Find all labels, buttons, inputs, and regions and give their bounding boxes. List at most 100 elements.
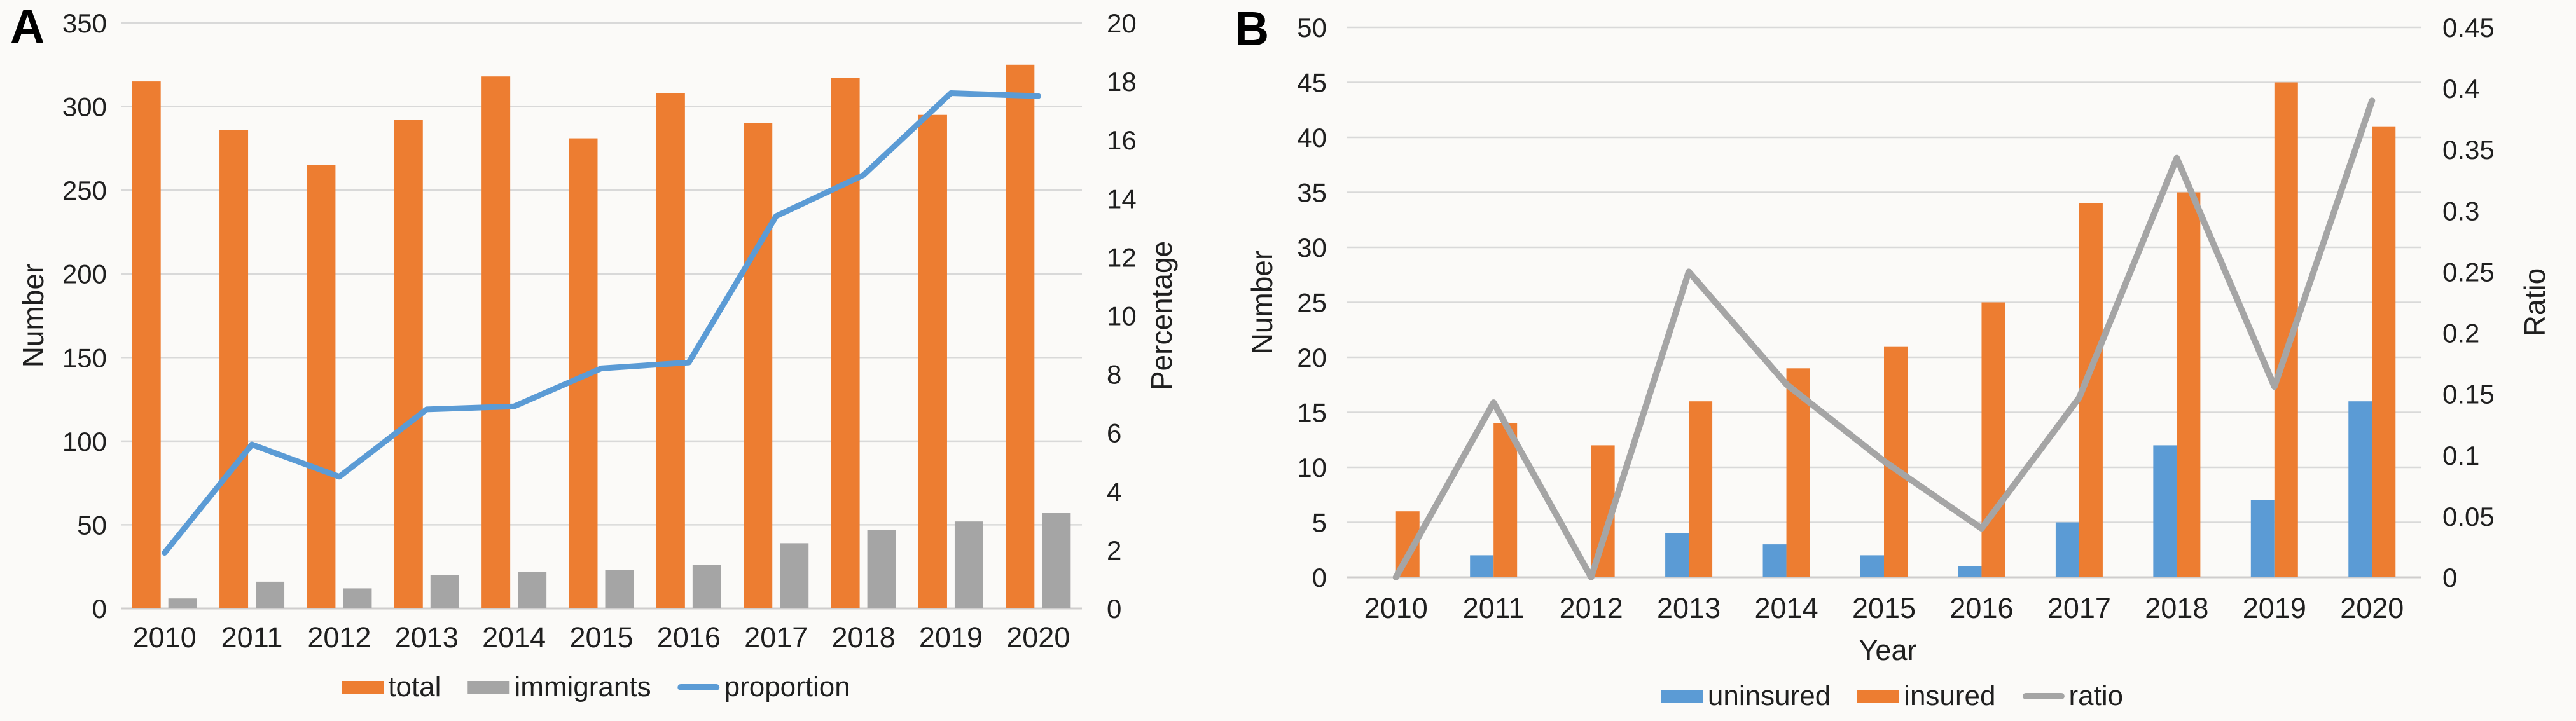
legend-label-immigrants: immigrants bbox=[514, 671, 651, 703]
legend-label-insured: insured bbox=[1904, 680, 1996, 711]
y2-axis-tick-label: 0.2 bbox=[2442, 319, 2479, 348]
x-axis-tick-label: 2015 bbox=[569, 621, 633, 654]
bar-total-2011 bbox=[219, 130, 249, 608]
bar-immigrants-2013 bbox=[430, 575, 459, 608]
bar-uninsured-2015 bbox=[1860, 555, 1884, 577]
bar-uninsured-2020 bbox=[2348, 401, 2372, 577]
bar-total-2013 bbox=[394, 120, 423, 608]
y2-axis-tick-label: 0.1 bbox=[2442, 441, 2479, 470]
x-axis-tick-label: 2016 bbox=[1949, 592, 2013, 624]
y-axis-tick-label: 10 bbox=[1297, 453, 1327, 483]
y-axis-tick-label: 0 bbox=[1312, 563, 1327, 593]
panel-b-label: B bbox=[1235, 2, 1270, 55]
panel-b-legend: uninsured insured ratio bbox=[1661, 680, 2123, 712]
legend-swatch-uninsured-icon bbox=[1661, 690, 1703, 703]
bar-total-2012 bbox=[307, 165, 336, 609]
y2-axis-tick-label: 16 bbox=[1107, 125, 1137, 155]
legend-item-proportion: proportion bbox=[677, 671, 850, 703]
y2-axis-tick-label: 0.3 bbox=[2442, 196, 2479, 226]
y-axis-tick-label: 35 bbox=[1297, 178, 1327, 208]
x-axis-tick-label: 2018 bbox=[832, 621, 896, 654]
x-axis-tick-label: 2011 bbox=[1463, 592, 1525, 624]
x-axis-tick-label: 2011 bbox=[221, 621, 283, 654]
y2-axis-tick-label: 10 bbox=[1107, 301, 1137, 331]
legend-item-insured: insured bbox=[1857, 680, 1995, 712]
bar-uninsured-2011 bbox=[1470, 555, 1494, 577]
y2-axis-tick-label: 0 bbox=[1107, 594, 1121, 624]
y2-axis-tick-label: 12 bbox=[1107, 242, 1137, 272]
y2-axis-tick-label: 0 bbox=[2442, 563, 2457, 593]
legend-swatch-immigrants-icon bbox=[467, 681, 510, 694]
bar-immigrants-2010 bbox=[168, 598, 197, 608]
bar-insured-2013 bbox=[1689, 401, 1713, 577]
panel-a-legend: total immigrants proportion bbox=[342, 671, 850, 703]
legend-item-uninsured: uninsured bbox=[1661, 680, 1831, 712]
bar-immigrants-2016 bbox=[692, 565, 721, 608]
y2-axis-tick-label: 18 bbox=[1107, 67, 1137, 97]
y-axis-tick-label: 100 bbox=[62, 427, 107, 457]
x-axis-tick-label: 2014 bbox=[1754, 592, 1818, 624]
y2-axis-tick-label: 8 bbox=[1107, 360, 1121, 390]
y2-axis-tick-label: 4 bbox=[1107, 477, 1121, 507]
y-axis-tick-label: 300 bbox=[62, 92, 107, 122]
bar-uninsured-2017 bbox=[2055, 522, 2079, 577]
bar-insured-2011 bbox=[1493, 423, 1518, 577]
y2-axis-tick-label: 6 bbox=[1107, 418, 1121, 448]
y-axis-tick-label: 40 bbox=[1297, 123, 1327, 153]
bar-immigrants-2012 bbox=[343, 588, 372, 608]
x-axis-tick-label: 2017 bbox=[744, 621, 808, 654]
bar-total-2010 bbox=[132, 81, 161, 609]
bar-immigrants-2014 bbox=[518, 572, 547, 608]
y-axis-tick-label: 150 bbox=[62, 343, 107, 373]
legend-label-proportion: proportion bbox=[724, 671, 850, 703]
legend-label-ratio: ratio bbox=[2068, 680, 2124, 711]
x-axis-title: Year bbox=[1859, 634, 1917, 666]
bar-insured-2018 bbox=[2177, 192, 2201, 577]
x-axis-tick-label: 2012 bbox=[1560, 592, 1623, 624]
bar-uninsured-2019 bbox=[2250, 500, 2275, 577]
y-axis-tick-label: 50 bbox=[1297, 13, 1327, 43]
x-axis-tick-label: 2015 bbox=[1852, 592, 1916, 624]
bar-immigrants-2018 bbox=[867, 530, 896, 608]
x-axis-tick-label: 2017 bbox=[2047, 592, 2111, 624]
x-axis-tick-label: 2016 bbox=[657, 621, 721, 654]
y-axis-tick-label: 25 bbox=[1297, 288, 1327, 318]
x-axis-tick-label: 2018 bbox=[2145, 592, 2208, 624]
y2-axis-title: Ratio bbox=[2518, 268, 2551, 336]
y-axis-tick-label: 45 bbox=[1297, 68, 1327, 98]
panel-a-label: A bbox=[10, 0, 45, 53]
bar-total-2020 bbox=[1006, 64, 1035, 609]
legend-line-ratio-icon bbox=[2022, 693, 2065, 699]
legend-swatch-insured-icon bbox=[1857, 690, 1900, 703]
y-axis-tick-label: 5 bbox=[1312, 508, 1327, 538]
bar-total-2018 bbox=[831, 78, 860, 608]
bar-total-2019 bbox=[918, 114, 947, 608]
bar-total-2014 bbox=[481, 76, 511, 609]
bar-uninsured-2013 bbox=[1665, 533, 1689, 577]
y2-axis-tick-label: 2 bbox=[1107, 535, 1121, 565]
y2-axis-tick-label: 0.45 bbox=[2442, 13, 2495, 43]
x-axis-tick-label: 2019 bbox=[919, 621, 983, 654]
y-axis-tick-label: 30 bbox=[1297, 233, 1327, 263]
bar-immigrants-2020 bbox=[1042, 513, 1071, 608]
y-axis-tick-label: 0 bbox=[92, 594, 107, 624]
y-axis-tick-label: 200 bbox=[62, 259, 107, 289]
ratio-line bbox=[1392, 97, 2376, 580]
legend-label-total: total bbox=[388, 671, 441, 703]
y2-axis-tick-label: 0.25 bbox=[2442, 257, 2495, 287]
y2-axis-tick-label: 14 bbox=[1107, 184, 1137, 214]
legend-line-proportion-icon bbox=[677, 684, 720, 690]
y-axis-tick-label: 350 bbox=[62, 8, 107, 38]
bar-insured-2020 bbox=[2372, 126, 2396, 577]
y2-axis-tick-label: 0.35 bbox=[2442, 135, 2495, 165]
legend-swatch-total-icon bbox=[342, 681, 384, 694]
y2-axis-tick-label: 0.05 bbox=[2442, 502, 2495, 532]
legend-item-immigrants: immigrants bbox=[467, 671, 651, 703]
x-axis-tick-label: 2013 bbox=[395, 621, 459, 654]
x-axis-tick-label: 2014 bbox=[482, 621, 546, 654]
y-axis-title: Number bbox=[1245, 251, 1278, 355]
bar-total-2016 bbox=[656, 93, 685, 608]
